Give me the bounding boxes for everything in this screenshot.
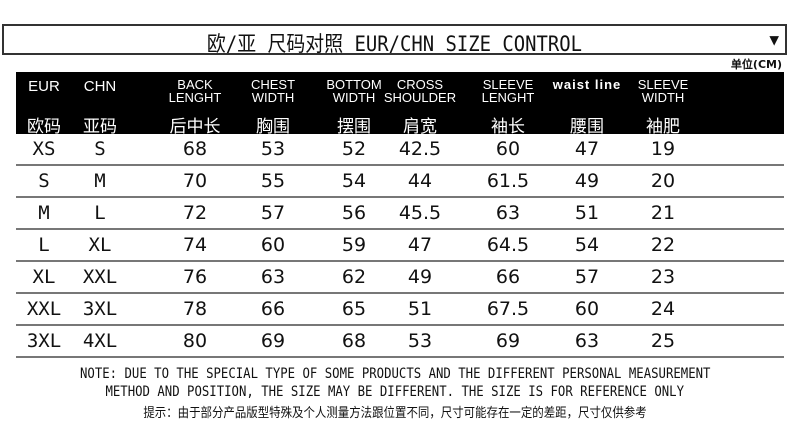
table-cell: XS xyxy=(32,138,56,160)
table-cell: 54 xyxy=(341,170,367,192)
column-header-en: SLEEVE LENGHT xyxy=(481,77,535,105)
table-cell: 20 xyxy=(650,170,676,192)
table-cell: 69 xyxy=(495,330,521,352)
table-row: L XL 74 60 59 47 64.5 54 22 xyxy=(16,230,784,262)
note-text: NOTE: DUE TO THE SPECIAL TYPE OF SOME PR… xyxy=(79,366,711,382)
table-cell: 56 xyxy=(341,202,367,224)
table-cell: 21 xyxy=(650,202,676,224)
table-cell: 65 xyxy=(341,298,367,320)
note-text: 提示：由于部分产品版型特殊及个人测量方法跟位置不同，尺寸可能存在一定的差距，尺寸… xyxy=(143,406,647,421)
table-cell: 63 xyxy=(495,202,521,224)
column-header-en: CHEST WIDTH xyxy=(250,77,296,105)
triangle-down-icon: ▼ xyxy=(769,30,779,49)
table-cell: M xyxy=(94,170,106,192)
unit-label: 单位(CM) xyxy=(730,58,782,71)
column-header-zh: 腰围 xyxy=(570,117,604,137)
column-header-zh: 胸围 xyxy=(256,117,290,137)
column-header-en: waist line xyxy=(552,77,622,92)
table-cell: XL xyxy=(32,266,56,288)
table-cell: 72 xyxy=(182,202,208,224)
table-cell: 63 xyxy=(574,330,600,352)
table-cell: 61.5 xyxy=(486,170,530,192)
table-cell: 57 xyxy=(574,266,600,288)
table-header: EUR 欧码 CHN 亚码 BACK LENGHT 后中长 CHEST WIDTH 胸围 BOT… xyxy=(16,72,784,137)
table-cell: 53 xyxy=(407,330,433,352)
table-cell: 68 xyxy=(182,138,208,160)
note-line-2: METHOD AND POSITION, THE SIZE MAY BE DIF… xyxy=(0,384,790,400)
table-cell: M xyxy=(38,202,50,224)
chart-title: 欧/亚 尺码对照 EUR/CHN SIZE CONTROL xyxy=(206,32,583,56)
table-cell: 69 xyxy=(260,330,286,352)
table-cell: 54 xyxy=(574,234,600,256)
table-cell: 51 xyxy=(407,298,433,320)
table-cell: 45.5 xyxy=(398,202,442,224)
column-header-en: BOTTOM WIDTH xyxy=(326,77,382,105)
column-header-en: SLEEVE WIDTH xyxy=(637,77,689,105)
table-cell: XXL xyxy=(26,298,62,320)
note-text: METHOD AND POSITION, THE SIZE MAY BE DIF… xyxy=(105,384,685,400)
table-cell: 22 xyxy=(650,234,676,256)
column-header-en: CHN xyxy=(83,78,117,95)
table-cell: 4XL xyxy=(82,330,118,352)
title-bar: 欧/亚 尺码对照 EUR/CHN SIZE CONTROL ▼ xyxy=(2,24,787,56)
column-header-zh: 袖长 xyxy=(491,117,525,137)
table-cell: 67.5 xyxy=(486,298,530,320)
table-cell: 76 xyxy=(182,266,208,288)
table-cell: 68 xyxy=(341,330,367,352)
table-cell: 70 xyxy=(182,170,208,192)
table-cell: 60 xyxy=(574,298,600,320)
table-cell: S xyxy=(38,170,50,192)
note-line-1: NOTE: DUE TO THE SPECIAL TYPE OF SOME PR… xyxy=(0,366,790,382)
table-cell: 25 xyxy=(650,330,676,352)
table-cell: 60 xyxy=(495,138,521,160)
table-row: S M 70 55 54 44 61.5 49 20 xyxy=(16,166,784,198)
table-cell: S xyxy=(94,138,106,160)
table-cell: 49 xyxy=(574,170,600,192)
table-cell: 52 xyxy=(341,138,367,160)
table-row: XL XXL 76 63 62 49 66 57 23 xyxy=(16,262,784,294)
table-row: XS S 68 53 52 42.5 60 47 19 xyxy=(16,134,784,166)
table-cell: 80 xyxy=(182,330,208,352)
table-row: M L 72 57 56 45.5 63 51 21 xyxy=(16,198,784,230)
table-cell: L xyxy=(38,234,50,256)
table-cell: L xyxy=(94,202,106,224)
table-cell: 49 xyxy=(407,266,433,288)
column-header-zh: 后中长 xyxy=(169,117,221,137)
table-cell: 60 xyxy=(260,234,286,256)
column-header-zh: 亚码 xyxy=(83,117,117,137)
table-cell: 63 xyxy=(260,266,286,288)
column-header-zh: 肩宽 xyxy=(403,117,437,137)
column-header-zh: 摆围 xyxy=(337,117,371,137)
table-cell: 74 xyxy=(182,234,208,256)
table-cell: 47 xyxy=(407,234,433,256)
column-header-en: BACK LENGHT xyxy=(168,77,222,105)
table-cell: 53 xyxy=(260,138,286,160)
table-cell: 57 xyxy=(260,202,286,224)
column-header-en: CROSS SHOULDER xyxy=(383,77,457,105)
table-row: XXL 3XL 78 66 65 51 67.5 60 24 xyxy=(16,294,784,326)
table-cell: 78 xyxy=(182,298,208,320)
table-cell: 66 xyxy=(260,298,286,320)
table-cell: XXL xyxy=(82,266,118,288)
note-line-3: 提示：由于部分产品版型特殊及个人测量方法跟位置不同，尺寸可能存在一定的差距，尺寸… xyxy=(0,402,790,421)
table-cell: 47 xyxy=(574,138,600,160)
table-cell: 23 xyxy=(650,266,676,288)
table-cell: 62 xyxy=(341,266,367,288)
table-cell: 64.5 xyxy=(486,234,530,256)
table-cell: 3XL xyxy=(26,330,62,352)
table-cell: 51 xyxy=(574,202,600,224)
table-cell: 42.5 xyxy=(398,138,442,160)
table-cell: 59 xyxy=(341,234,367,256)
table-cell: 3XL xyxy=(82,298,118,320)
column-header-en: EUR xyxy=(28,78,60,95)
table-cell: 55 xyxy=(260,170,286,192)
table-cell: 44 xyxy=(407,170,433,192)
table-cell: XL xyxy=(88,234,112,256)
column-header-zh: 欧码 xyxy=(27,117,61,137)
table-cell: 19 xyxy=(650,138,676,160)
table-row: 3XL 4XL 80 69 68 53 69 63 25 xyxy=(16,326,784,358)
table-cell: 66 xyxy=(495,266,521,288)
column-header-zh: 袖肥 xyxy=(646,117,680,137)
table-cell: 24 xyxy=(650,298,676,320)
